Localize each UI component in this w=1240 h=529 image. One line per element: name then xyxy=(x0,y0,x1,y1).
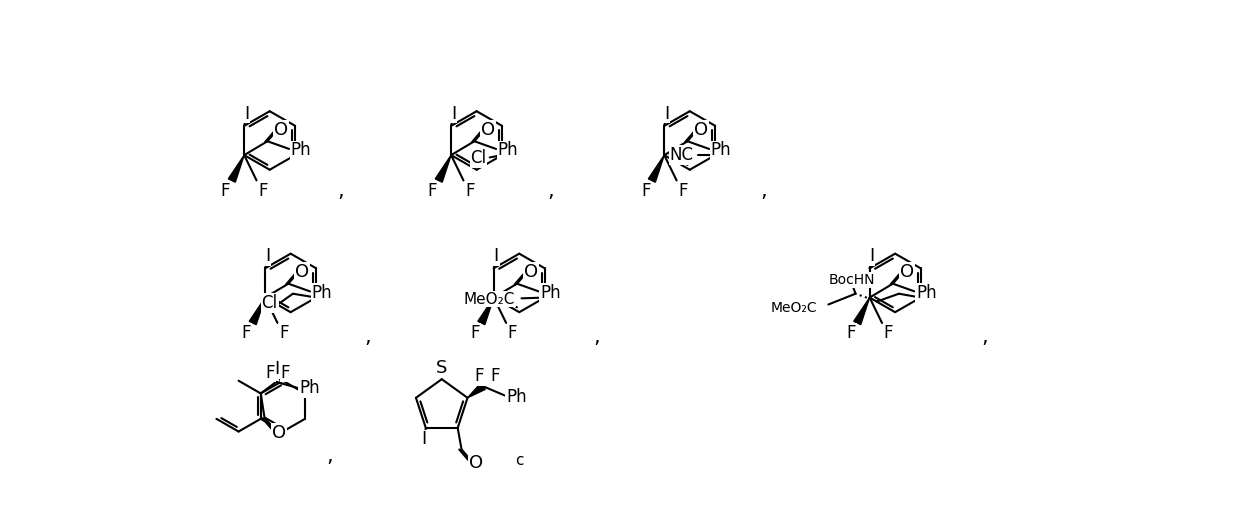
Text: I: I xyxy=(663,105,670,123)
Polygon shape xyxy=(477,297,494,325)
Text: F: F xyxy=(641,181,651,199)
Text: Ph: Ph xyxy=(299,379,320,397)
Text: O: O xyxy=(900,263,914,281)
Text: O: O xyxy=(694,121,708,139)
Polygon shape xyxy=(228,155,244,182)
Text: BocHN: BocHN xyxy=(828,273,875,287)
Text: Cl: Cl xyxy=(470,149,486,167)
Text: F: F xyxy=(428,181,438,199)
Text: O: O xyxy=(295,263,310,281)
Text: F: F xyxy=(279,324,289,342)
Text: ,: , xyxy=(547,180,553,200)
Text: ,: , xyxy=(365,327,372,347)
Text: F: F xyxy=(258,181,268,199)
Text: ,: , xyxy=(594,327,600,347)
Text: F: F xyxy=(475,367,484,385)
Text: Ph: Ph xyxy=(506,388,527,406)
Text: ,: , xyxy=(981,327,987,347)
Text: I: I xyxy=(274,360,279,378)
Text: S: S xyxy=(436,359,448,377)
Polygon shape xyxy=(649,155,665,182)
Text: O: O xyxy=(523,263,538,281)
Text: I: I xyxy=(422,431,427,449)
Text: O: O xyxy=(481,121,496,139)
Text: F: F xyxy=(470,324,480,342)
Text: Ph: Ph xyxy=(311,284,332,302)
Text: O: O xyxy=(469,454,484,472)
Text: ,: , xyxy=(760,180,766,200)
Text: c: c xyxy=(515,452,523,468)
Text: F: F xyxy=(490,367,500,385)
Text: I: I xyxy=(244,105,249,123)
Text: Ph: Ph xyxy=(497,141,518,159)
Text: O: O xyxy=(274,121,289,139)
Text: F: F xyxy=(265,363,275,381)
Text: Ph: Ph xyxy=(290,141,311,159)
Polygon shape xyxy=(467,383,485,398)
Polygon shape xyxy=(249,297,265,325)
Text: O: O xyxy=(273,424,286,442)
Text: Ph: Ph xyxy=(711,141,732,159)
Text: F: F xyxy=(883,324,893,342)
Text: Ph: Ph xyxy=(916,284,936,302)
Text: ,: , xyxy=(326,446,332,466)
Text: MeO₂C: MeO₂C xyxy=(464,291,516,307)
Text: Cl: Cl xyxy=(262,294,278,312)
Text: F: F xyxy=(678,181,688,199)
Text: F: F xyxy=(846,324,856,342)
Text: F: F xyxy=(221,181,231,199)
Text: F: F xyxy=(242,324,252,342)
Text: F: F xyxy=(465,181,475,199)
Polygon shape xyxy=(853,297,869,325)
Text: F: F xyxy=(280,363,290,381)
Text: I: I xyxy=(265,247,270,265)
Text: F: F xyxy=(507,324,517,342)
Text: I: I xyxy=(869,247,874,265)
Text: NC: NC xyxy=(670,146,693,164)
Text: ,: , xyxy=(337,180,345,200)
Text: Ph: Ph xyxy=(539,284,560,302)
Polygon shape xyxy=(435,155,451,182)
Text: I: I xyxy=(494,247,498,265)
Text: MeO₂C: MeO₂C xyxy=(770,300,817,315)
Text: I: I xyxy=(451,105,456,123)
